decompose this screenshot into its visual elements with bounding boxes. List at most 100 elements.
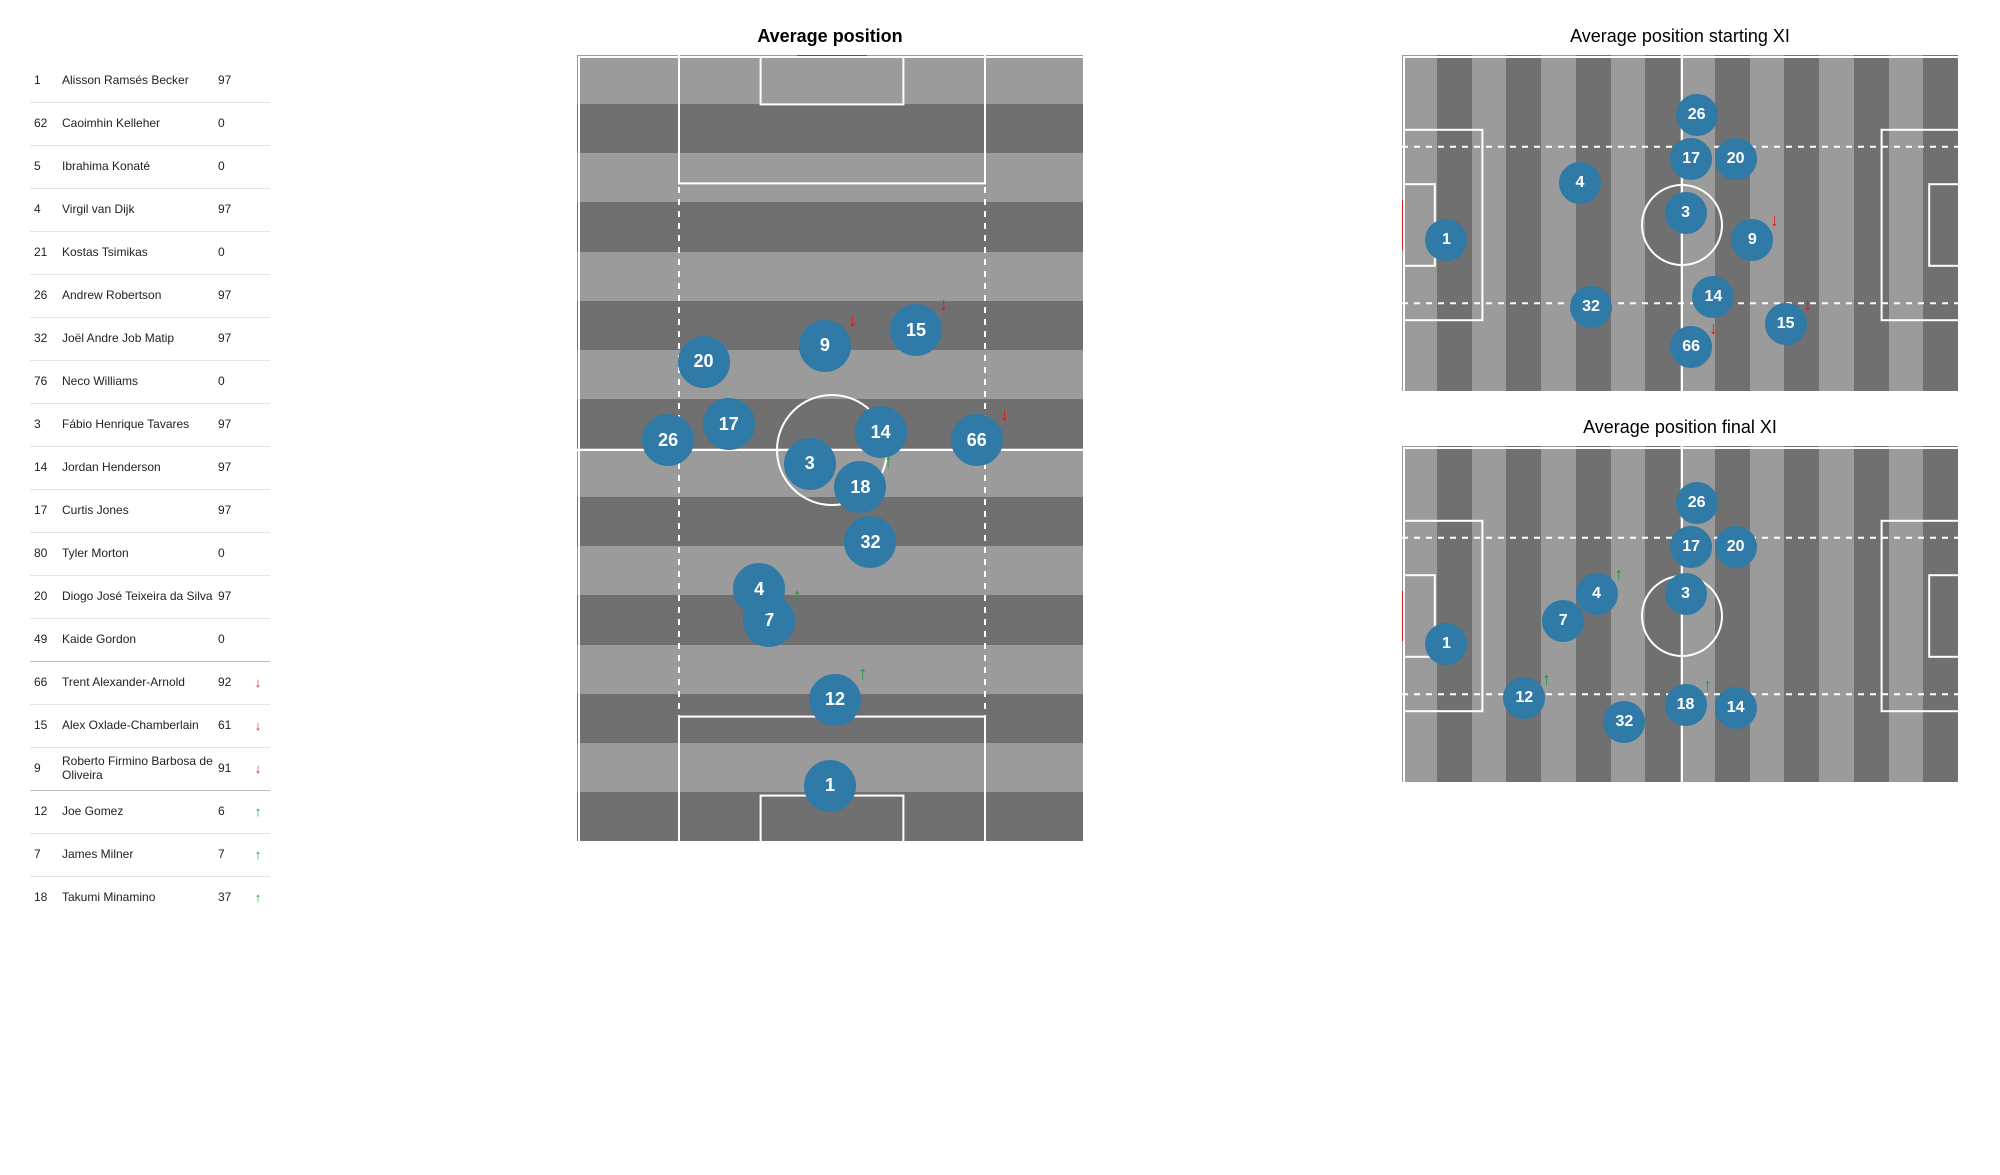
roster-minutes: 97 (218, 418, 250, 432)
goal-marker (1959, 591, 1960, 641)
roster-minutes: 97 (218, 203, 250, 217)
player-marker: 18 (834, 461, 886, 513)
sub-arrow-icon: ↑ (250, 891, 266, 906)
player-marker: 1 (1425, 623, 1467, 665)
player-marker: 12 (809, 674, 861, 726)
roster-row: 20Diogo José Teixeira da Silva97 (30, 575, 270, 618)
roster-name: Joe Gomez (62, 805, 218, 819)
roster-minutes: 61 (218, 719, 250, 733)
roster-row: 66Trent Alexander-Arnold92↓ (30, 661, 270, 704)
roster-minutes: 97 (218, 332, 250, 346)
roster-name: Andrew Robertson (62, 289, 218, 303)
roster-row: 17Curtis Jones97 (30, 489, 270, 532)
player-marker: 17 (703, 398, 755, 450)
roster-name: Diogo José Teixeira da Silva (62, 590, 218, 604)
roster-minutes: 0 (218, 160, 250, 174)
roster-name: Virgil van Dijk (62, 203, 218, 217)
roster-minutes: 7 (218, 848, 250, 862)
final-pitch-title: Average position final XI (1583, 417, 1777, 438)
roster-number: 26 (34, 289, 62, 303)
roster-name: Kostas Tsimikas (62, 246, 218, 260)
roster-number: 32 (34, 332, 62, 346)
player-marker: 1 (1425, 219, 1467, 261)
sub-arrow-icon: ↑ (1611, 565, 1627, 585)
player-marker: 20 (1715, 138, 1757, 180)
player-marker: 32 (844, 516, 896, 568)
starting-pitch: 14322666↓31714209↓15↓ (1400, 53, 1960, 393)
roster-row: 26Andrew Robertson97 (30, 274, 270, 317)
sub-arrow-icon: ↓ (1767, 211, 1783, 231)
sub-arrow-icon: ↓ (1800, 295, 1816, 315)
roster-number: 62 (34, 117, 62, 131)
roster-number: 20 (34, 590, 62, 604)
roster-name: Caoimhin Kelleher (62, 117, 218, 131)
player-marker: 4 (1559, 162, 1601, 204)
main-pitch-block: Average position 112↑7↑43218↑314261766↓2… (300, 20, 1360, 843)
roster-minutes: 0 (218, 633, 250, 647)
roster-row: 18Takumi Minamino37↑ (30, 876, 270, 919)
roster-minutes: 37 (218, 891, 250, 905)
sub-arrow-icon: ↑ (250, 805, 266, 820)
roster-row: 21Kostas Tsimikas0 (30, 231, 270, 274)
roster-name: Fábio Henrique Tavares (62, 418, 218, 432)
final-pitch-block: Average position final XI 112↑4↑732318↑1… (1390, 411, 1970, 784)
roster-row: 1Alisson Ramsés Becker97 (30, 60, 270, 102)
player-marker: 20 (1715, 526, 1757, 568)
roster-minutes: 6 (218, 805, 250, 819)
roster-minutes: 97 (218, 461, 250, 475)
roster-number: 14 (34, 461, 62, 475)
roster-minutes: 97 (218, 74, 250, 88)
main-pitch-title: Average position (757, 26, 902, 47)
player-marker: 26 (1676, 94, 1718, 136)
player-marker: 1 (804, 760, 856, 812)
roster-name: Ibrahima Konaté (62, 160, 218, 174)
player-marker: 32 (1603, 701, 1645, 743)
roster-number: 76 (34, 375, 62, 389)
roster-minutes: 0 (218, 547, 250, 561)
starting-pitch-title: Average position starting XI (1570, 26, 1790, 47)
player-marker: 3 (1665, 192, 1707, 234)
sub-arrow-icon: ↓ (250, 676, 266, 691)
main-pitch: 112↑7↑43218↑314261766↓209↓15↓ (575, 53, 1085, 843)
sub-arrow-icon: ↑ (250, 848, 266, 863)
roster-number: 49 (34, 633, 62, 647)
roster-name: Alisson Ramsés Becker (62, 74, 218, 88)
sub-arrow-icon: ↓ (845, 311, 861, 331)
starting-pitch-block: Average position starting XI 14322666↓31… (1390, 20, 1970, 393)
roster-name: James Milner (62, 848, 218, 862)
player-marker: 9 (799, 320, 851, 372)
sub-arrow-icon: ↓ (997, 405, 1013, 425)
roster-row: 12Joe Gomez6↑ (30, 790, 270, 833)
roster-row: 5Ibrahima Konaté0 (30, 145, 270, 188)
player-marker: 3 (1665, 573, 1707, 615)
roster-number: 80 (34, 547, 62, 561)
roster-minutes: 0 (218, 117, 250, 131)
roster-row: 32Joël Andre Job Matip97 (30, 317, 270, 360)
roster-number: 66 (34, 676, 62, 690)
player-marker: 15 (890, 304, 942, 356)
player-marker: 32 (1570, 286, 1612, 328)
sub-arrow-icon: ↑ (855, 664, 871, 684)
roster-minutes: 92 (218, 676, 250, 690)
roster-minutes: 97 (218, 504, 250, 518)
roster-name: Roberto Firmino Barbosa de Oliveira (62, 755, 218, 783)
player-marker: 17 (1670, 526, 1712, 568)
right-column: Average position starting XI 14322666↓31… (1390, 20, 1970, 784)
sub-arrow-icon: ↓ (936, 295, 952, 315)
roster-row: 76Neco Williams0 (30, 360, 270, 403)
roster-minutes: 97 (218, 590, 250, 604)
sub-arrow-icon: ↓ (250, 719, 266, 734)
roster-number: 15 (34, 719, 62, 733)
player-marker: 3 (784, 438, 836, 490)
roster-row: 9Roberto Firmino Barbosa de Oliveira91↓ (30, 747, 270, 790)
roster-name: Jordan Henderson (62, 461, 218, 475)
player-marker: 26 (1676, 482, 1718, 524)
roster-number: 1 (34, 74, 62, 88)
roster-row: 3Fábio Henrique Tavares97 (30, 403, 270, 446)
sub-arrow-icon: ↑ (789, 586, 805, 606)
roster-name: Tyler Morton (62, 547, 218, 561)
roster-number: 7 (34, 848, 62, 862)
player-marker: 14 (1715, 687, 1757, 729)
roster-number: 5 (34, 160, 62, 174)
sub-arrow-icon: ↓ (1705, 319, 1721, 339)
